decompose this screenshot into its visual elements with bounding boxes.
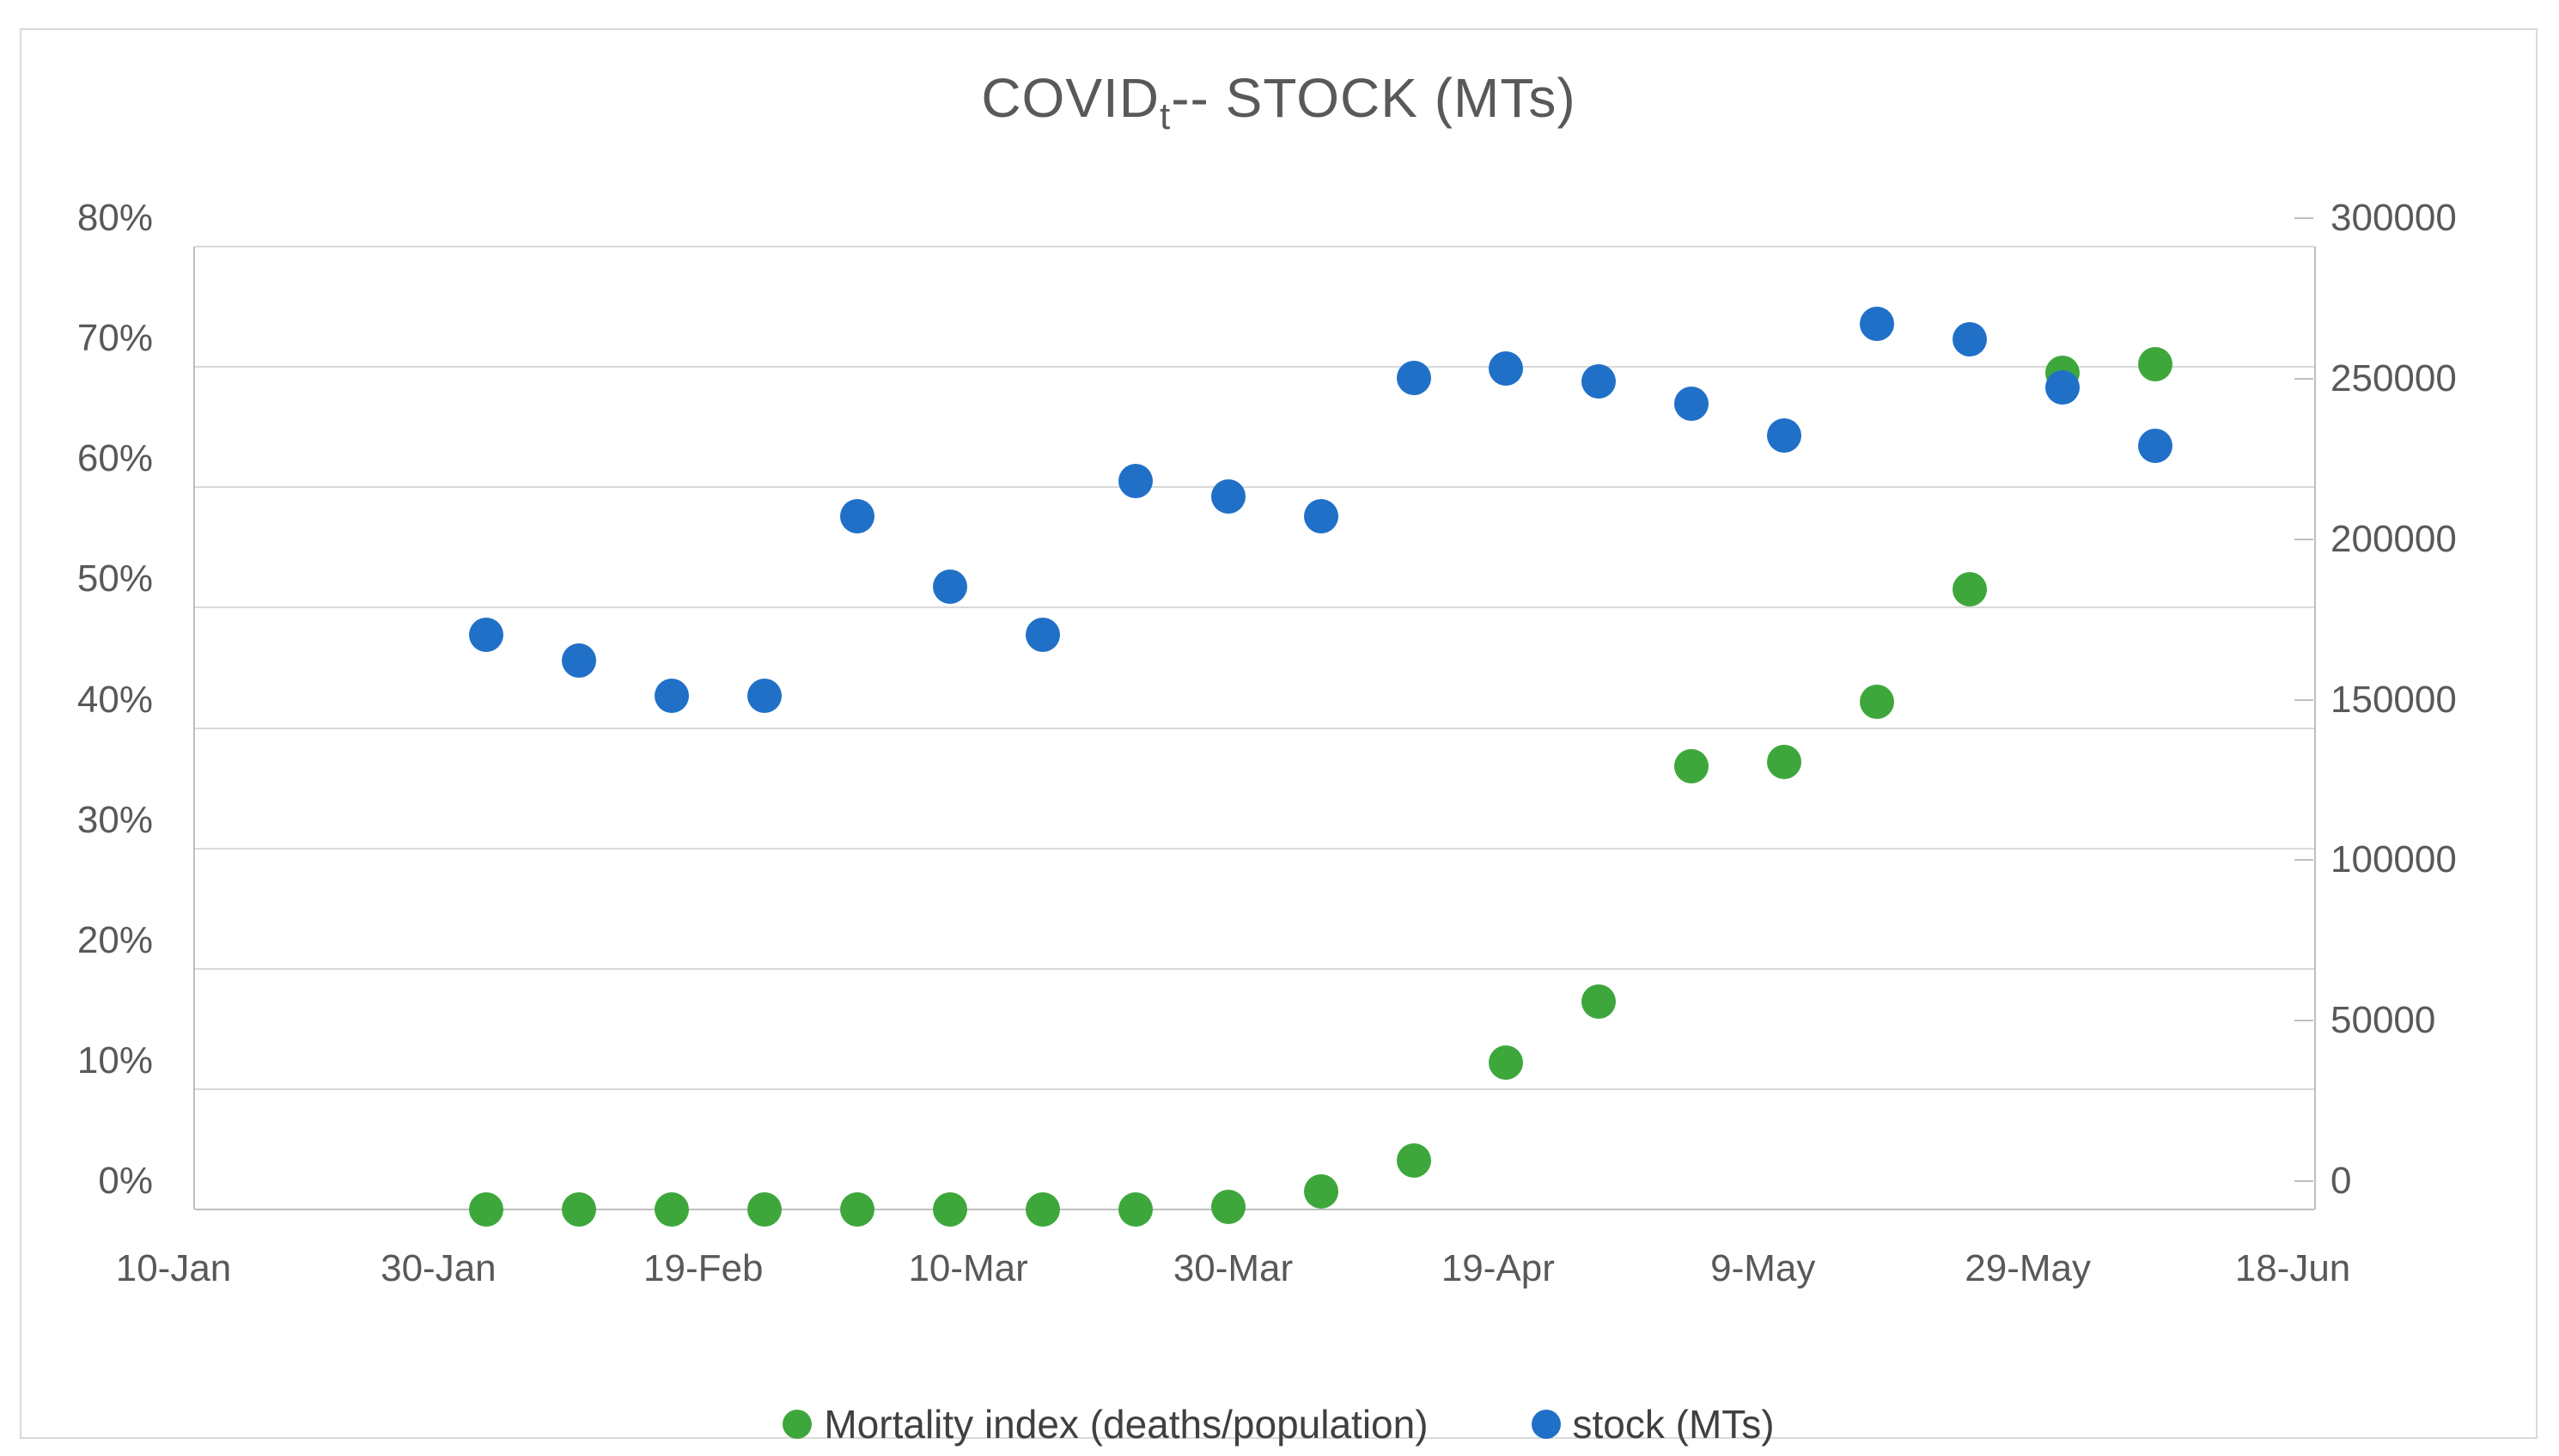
data-point-stock[interactable] <box>839 498 874 533</box>
x-axis-line <box>195 1209 2314 1210</box>
y-left-tick-label: 80% <box>76 197 153 239</box>
chart-title: COVIDt-- STOCK (MTs) <box>21 66 2536 138</box>
data-point-mortality[interactable] <box>1396 1142 1431 1178</box>
data-point-mortality[interactable] <box>1953 572 1988 607</box>
chart-title-prefix: COVID <box>981 67 1160 129</box>
data-point-stock[interactable] <box>562 643 597 679</box>
y-left-tick-label: 70% <box>76 317 153 360</box>
gridline <box>195 606 2314 609</box>
y-right-tick-label: 50000 <box>2331 999 2436 1042</box>
y-right-tick-label: 100000 <box>2331 838 2457 881</box>
y-left-tick-label: 0% <box>98 1160 153 1202</box>
legend-label-stock: stock (MTs) <box>1572 1402 1775 1447</box>
data-point-stock[interactable] <box>1953 322 1988 357</box>
legend-label-mortality: Mortality index (deaths/population) <box>824 1402 1429 1447</box>
gridline <box>195 366 2314 369</box>
chart-legend: Mortality index (deaths/population) stoc… <box>21 1401 2536 1447</box>
plot-area <box>193 246 2316 1227</box>
y-right-tick-label: 250000 <box>2331 356 2457 399</box>
x-axis-tick-label: 10-Mar <box>908 1247 1028 1289</box>
data-point-mortality[interactable] <box>1767 744 1802 779</box>
y-right-tick-mark <box>2294 1180 2313 1182</box>
data-point-mortality[interactable] <box>1674 749 1709 784</box>
y-right-tick-label: 0 <box>2331 1160 2352 1202</box>
data-point-stock[interactable] <box>1396 361 1431 396</box>
y-left-tick-label: 60% <box>76 437 153 480</box>
data-point-stock[interactable] <box>1025 618 1060 653</box>
data-point-mortality[interactable] <box>1210 1190 1246 1225</box>
x-axis-tick-label: 18-Jun <box>2234 1247 2351 1289</box>
x-axis-tick-label: 29-May <box>1965 1247 2091 1289</box>
y-left-tick-label: 20% <box>76 918 153 961</box>
data-point-mortality[interactable] <box>1860 684 1895 719</box>
y-right-tick-mark <box>2294 217 2313 219</box>
data-point-stock[interactable] <box>932 570 967 605</box>
data-point-mortality[interactable] <box>1025 1192 1060 1227</box>
chart-frame: COVIDt-- STOCK (MTs) 0% 10% 20% 30% 40% 50% 60… <box>20 28 2538 1447</box>
legend-marker-mortality-icon <box>783 1410 813 1439</box>
data-point-stock[interactable] <box>1674 387 1709 422</box>
x-axis-tick-label: 10-Jan <box>115 1247 232 1289</box>
gridline <box>195 246 2314 247</box>
data-point-stock[interactable] <box>469 618 504 653</box>
data-point-mortality[interactable] <box>747 1192 782 1227</box>
y-right-tick-mark <box>2294 698 2313 701</box>
gridline <box>195 727 2314 729</box>
data-point-stock[interactable] <box>747 679 782 714</box>
y-right-tick-mark <box>2294 1020 2313 1022</box>
x-axis-tick-label: 19-Feb <box>643 1247 764 1289</box>
y-right-tick-mark <box>2294 859 2313 862</box>
data-point-mortality[interactable] <box>1303 1173 1338 1209</box>
gridline <box>195 847 2314 850</box>
x-axis-tick-label: 30-Mar <box>1173 1247 1294 1289</box>
data-point-mortality[interactable] <box>469 1192 504 1227</box>
data-point-mortality[interactable] <box>932 1192 967 1227</box>
y-left-tick-label: 50% <box>76 557 153 600</box>
gridline <box>195 967 2314 970</box>
data-point-mortality[interactable] <box>1489 1045 1524 1081</box>
legend-marker-stock-icon <box>1531 1410 1561 1439</box>
data-point-stock[interactable] <box>1303 498 1338 533</box>
x-axis-tick-label: 30-Jan <box>381 1247 497 1289</box>
y-left-tick-label: 40% <box>76 678 153 721</box>
data-point-stock[interactable] <box>1210 479 1246 515</box>
data-point-stock[interactable] <box>1489 350 1524 386</box>
gridline <box>195 486 2314 489</box>
data-point-mortality[interactable] <box>2137 347 2172 382</box>
data-point-mortality[interactable] <box>839 1192 874 1227</box>
data-point-mortality[interactable] <box>1118 1192 1153 1227</box>
y-right-tick-mark <box>2294 377 2313 380</box>
y-left-tick-label: 10% <box>76 1039 153 1081</box>
x-axis-tick-label: 19-Apr <box>1441 1247 1555 1289</box>
data-point-stock[interactable] <box>2137 428 2172 463</box>
data-point-stock[interactable] <box>1581 363 1617 399</box>
chart-title-subscript: t <box>1160 94 1172 137</box>
data-point-mortality[interactable] <box>562 1192 597 1227</box>
legend-item-stock[interactable]: stock (MTs) <box>1531 1401 1775 1447</box>
data-point-stock[interactable] <box>655 679 690 714</box>
y-right-tick-mark <box>2294 538 2313 540</box>
gridline <box>195 1087 2314 1090</box>
data-point-mortality[interactable] <box>1581 984 1617 1019</box>
legend-item-mortality[interactable]: Mortality index (deaths/population) <box>783 1401 1429 1447</box>
data-point-mortality[interactable] <box>655 1192 690 1227</box>
y-right-tick-label: 150000 <box>2331 678 2457 721</box>
chart-title-suffix: -- STOCK (MTs) <box>1171 67 1576 129</box>
y-right-tick-label: 200000 <box>2331 517 2457 560</box>
data-point-stock[interactable] <box>2045 370 2081 405</box>
data-point-stock[interactable] <box>1860 306 1895 341</box>
data-point-stock[interactable] <box>1767 418 1802 454</box>
y-left-tick-label: 30% <box>76 798 153 841</box>
y-right-tick-label: 300000 <box>2331 197 2457 239</box>
data-point-stock[interactable] <box>1118 463 1153 498</box>
x-axis-tick-label: 9-May <box>1710 1247 1816 1289</box>
